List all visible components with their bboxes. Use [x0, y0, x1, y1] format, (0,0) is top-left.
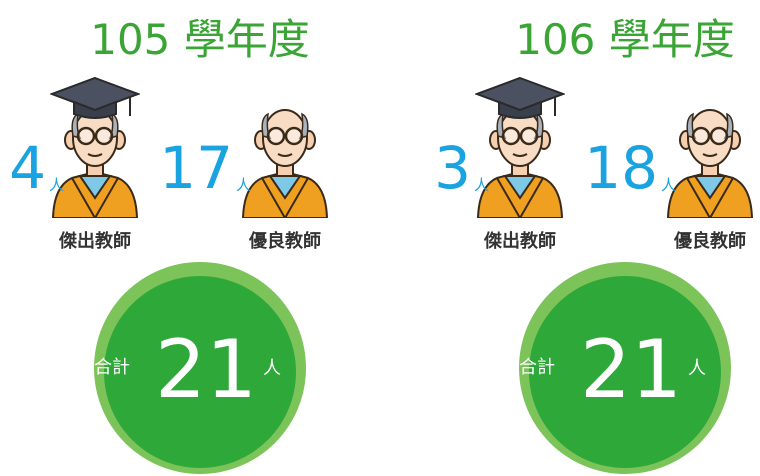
- total-unit: 人: [688, 358, 706, 379]
- graduation-cap: [476, 77, 564, 119]
- total-label: 合計: [519, 357, 555, 378]
- total-count: 21: [155, 323, 257, 416]
- graduation-cap: [51, 77, 139, 119]
- count-unit: 人: [661, 176, 676, 194]
- teacher-count: 3: [434, 134, 471, 202]
- count-unit: 人: [49, 176, 64, 194]
- total-label: 合計: [94, 357, 130, 378]
- teacher-count: 4: [9, 134, 46, 202]
- teacher-icon: [51, 108, 139, 218]
- total-circle: [104, 276, 296, 468]
- teacher-category: 優良教師: [673, 230, 746, 252]
- teacher-count: 18: [584, 134, 658, 202]
- teacher-icon: [241, 108, 329, 218]
- total-unit: 人: [263, 358, 281, 379]
- teacher-icon: [666, 108, 754, 218]
- teacher-category: 傑出教師: [483, 230, 556, 252]
- year-title: 105 學年度: [90, 15, 310, 64]
- teacher-category: 傑出教師: [58, 230, 131, 252]
- teacher-category: 優良教師: [248, 230, 321, 252]
- teacher-icon: [476, 108, 564, 218]
- year-title: 106 學年度: [515, 15, 735, 64]
- total-count: 21: [580, 323, 682, 416]
- total-circle: [529, 276, 721, 468]
- count-unit: 人: [236, 176, 251, 194]
- count-unit: 人: [474, 176, 489, 194]
- teacher-count: 17: [159, 134, 233, 202]
